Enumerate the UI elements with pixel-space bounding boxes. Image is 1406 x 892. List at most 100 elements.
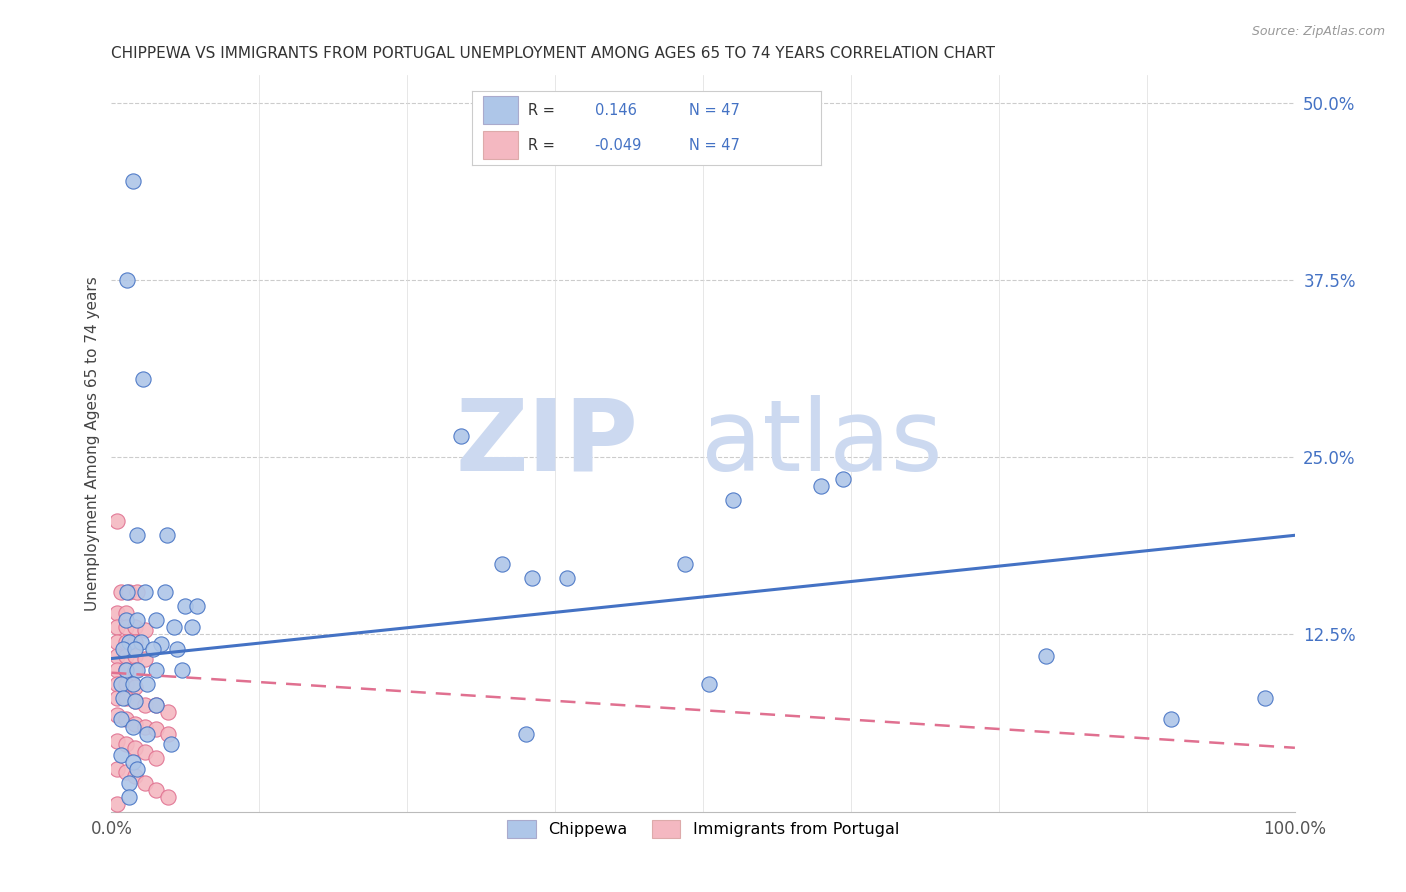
Point	[121, 719, 143, 733]
Point	[105, 663, 128, 677]
Point	[159, 737, 181, 751]
Point	[491, 557, 513, 571]
Point	[135, 677, 157, 691]
Point	[450, 429, 472, 443]
Point	[134, 719, 156, 733]
Point	[810, 479, 832, 493]
Point	[127, 528, 149, 542]
Point	[114, 634, 136, 648]
Point	[115, 273, 138, 287]
Point	[673, 557, 696, 571]
Point	[172, 663, 194, 677]
Point	[520, 571, 543, 585]
Text: atlas: atlas	[700, 394, 942, 491]
Point	[134, 745, 156, 759]
Point	[105, 797, 128, 812]
Point	[115, 585, 138, 599]
Point	[145, 663, 167, 677]
Legend: Chippewa, Immigrants from Portugal: Chippewa, Immigrants from Portugal	[501, 814, 905, 844]
Point	[124, 716, 146, 731]
Point	[114, 663, 136, 677]
Point	[135, 726, 157, 740]
Point	[124, 648, 146, 663]
Point	[153, 585, 176, 599]
Point	[134, 698, 156, 713]
Point	[105, 708, 128, 723]
Point	[134, 585, 156, 599]
Point	[105, 620, 128, 634]
Point	[157, 706, 180, 720]
Point	[145, 723, 167, 737]
Point	[127, 663, 149, 677]
Point	[118, 776, 141, 790]
Point	[105, 634, 128, 648]
Point	[114, 677, 136, 691]
Point	[721, 492, 744, 507]
Point	[145, 698, 167, 713]
Point	[124, 694, 146, 708]
Point	[134, 651, 156, 665]
Point	[145, 613, 167, 627]
Point	[142, 641, 165, 656]
Point	[114, 713, 136, 727]
Point	[110, 585, 132, 599]
Point	[134, 776, 156, 790]
Point	[105, 762, 128, 776]
Point	[114, 606, 136, 620]
Point	[105, 733, 128, 747]
Point	[105, 514, 128, 528]
Point	[124, 663, 146, 677]
Point	[121, 755, 143, 769]
Point	[105, 648, 128, 663]
Point	[121, 174, 143, 188]
Point	[112, 691, 135, 706]
Point	[831, 472, 853, 486]
Point	[114, 691, 136, 706]
Point	[145, 783, 167, 797]
Point	[110, 713, 132, 727]
Point	[118, 585, 141, 599]
Point	[105, 691, 128, 706]
Point	[124, 694, 146, 708]
Point	[124, 620, 146, 634]
Point	[124, 680, 146, 694]
Point	[173, 599, 195, 614]
Point	[186, 599, 208, 614]
Point	[110, 747, 132, 762]
Point	[129, 634, 152, 648]
Text: ZIP: ZIP	[456, 394, 638, 491]
Point	[157, 726, 180, 740]
Point	[118, 790, 141, 805]
Point	[110, 677, 132, 691]
Point	[112, 641, 135, 656]
Point	[1160, 713, 1182, 727]
Point	[132, 372, 155, 386]
Point	[118, 634, 141, 648]
Point	[124, 641, 146, 656]
Point	[114, 737, 136, 751]
Point	[156, 528, 179, 542]
Point	[515, 726, 537, 740]
Point	[134, 624, 156, 638]
Point	[555, 571, 578, 585]
Point	[166, 641, 188, 656]
Point	[697, 677, 720, 691]
Point	[127, 613, 149, 627]
Point	[124, 769, 146, 783]
Text: CHIPPEWA VS IMMIGRANTS FROM PORTUGAL UNEMPLOYMENT AMONG AGES 65 TO 74 YEARS CORR: CHIPPEWA VS IMMIGRANTS FROM PORTUGAL UNE…	[111, 46, 995, 62]
Point	[121, 677, 143, 691]
Point	[145, 698, 167, 713]
Point	[114, 648, 136, 663]
Point	[150, 637, 173, 651]
Point	[124, 634, 146, 648]
Point	[114, 613, 136, 627]
Point	[105, 677, 128, 691]
Point	[157, 790, 180, 805]
Point	[127, 585, 149, 599]
Point	[124, 740, 146, 755]
Point	[1035, 648, 1057, 663]
Point	[114, 764, 136, 779]
Y-axis label: Unemployment Among Ages 65 to 74 years: Unemployment Among Ages 65 to 74 years	[86, 276, 100, 611]
Point	[114, 620, 136, 634]
Point	[163, 620, 186, 634]
